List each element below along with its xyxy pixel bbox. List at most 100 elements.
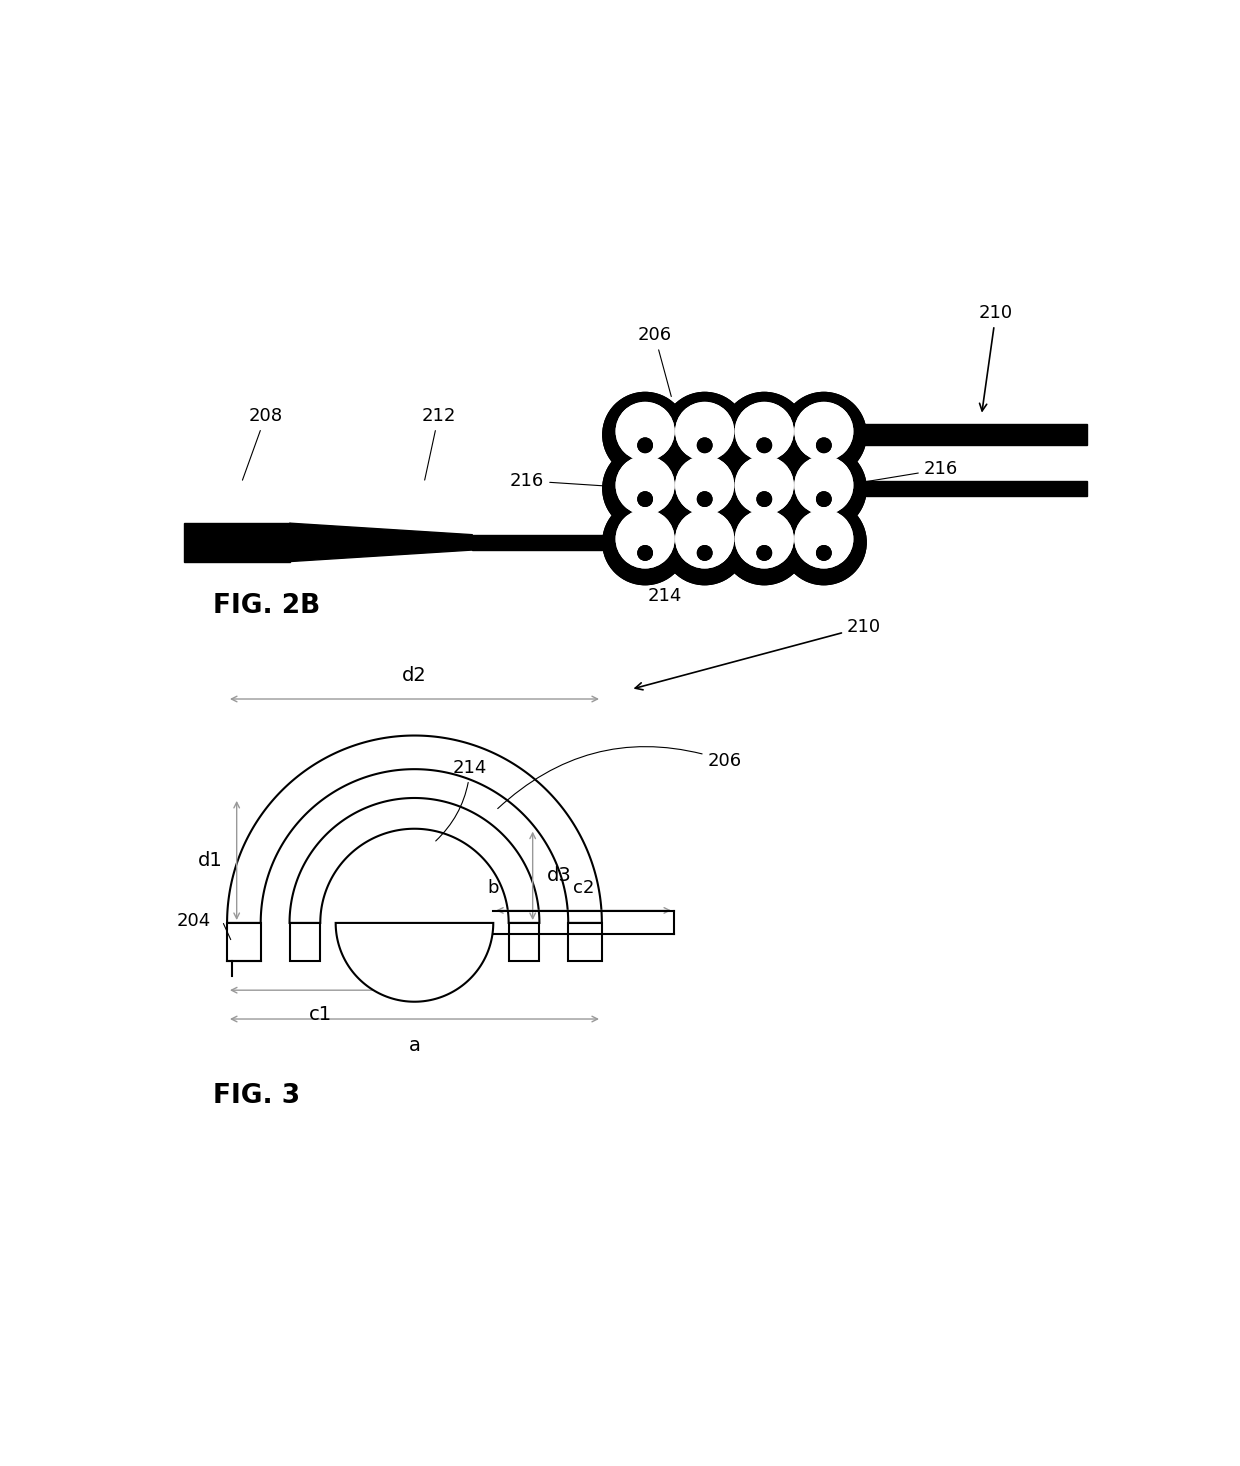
Circle shape [637, 438, 652, 453]
Polygon shape [290, 523, 472, 561]
Circle shape [817, 545, 831, 560]
Circle shape [676, 510, 734, 567]
Text: 208: 208 [243, 408, 283, 481]
Circle shape [781, 393, 866, 476]
Text: 206: 206 [637, 327, 672, 396]
Circle shape [616, 403, 675, 460]
Circle shape [795, 403, 853, 460]
Bar [227, 924, 260, 962]
Circle shape [616, 510, 675, 567]
Circle shape [722, 446, 806, 531]
Circle shape [637, 493, 652, 506]
Text: a: a [408, 1036, 420, 1056]
Bar [568, 924, 601, 962]
Circle shape [817, 493, 831, 506]
Circle shape [817, 493, 831, 506]
Bar [184, 523, 289, 561]
Circle shape [758, 438, 771, 453]
Circle shape [697, 545, 712, 560]
Text: FIG. 3: FIG. 3 [213, 1083, 300, 1108]
Text: d2: d2 [402, 666, 427, 685]
Circle shape [676, 456, 734, 515]
Circle shape [697, 493, 712, 506]
Circle shape [817, 545, 831, 560]
Circle shape [758, 438, 771, 453]
Circle shape [735, 403, 794, 460]
Bar [611, 481, 1087, 496]
Circle shape [735, 456, 794, 515]
Text: 216: 216 [510, 472, 642, 490]
Bar [290, 924, 320, 962]
Circle shape [616, 456, 675, 515]
Circle shape [722, 393, 806, 476]
Circle shape [758, 545, 771, 560]
Circle shape [795, 510, 853, 567]
Circle shape [722, 500, 806, 585]
Text: 210: 210 [978, 305, 1013, 410]
Circle shape [817, 438, 831, 453]
Bar [508, 924, 539, 962]
Circle shape [781, 446, 866, 531]
Circle shape [735, 403, 794, 460]
Text: 212: 212 [422, 408, 455, 479]
Circle shape [795, 456, 853, 515]
Text: 206: 206 [497, 746, 742, 809]
Circle shape [603, 393, 687, 476]
Circle shape [637, 545, 652, 560]
Circle shape [722, 393, 806, 476]
Circle shape [616, 456, 675, 515]
Bar [472, 535, 655, 550]
Circle shape [722, 500, 806, 585]
Circle shape [758, 545, 771, 560]
Circle shape [662, 500, 746, 585]
Circle shape [676, 456, 734, 515]
Text: d1: d1 [197, 850, 222, 869]
Circle shape [697, 438, 712, 453]
Polygon shape [227, 736, 601, 924]
Circle shape [676, 403, 734, 460]
Circle shape [697, 545, 712, 560]
Text: b: b [487, 880, 498, 897]
Bar [849, 424, 1087, 446]
Circle shape [637, 545, 652, 560]
Circle shape [781, 393, 866, 476]
Circle shape [781, 446, 866, 531]
Circle shape [662, 446, 746, 531]
Circle shape [603, 500, 687, 585]
Circle shape [795, 510, 853, 567]
Circle shape [662, 500, 746, 585]
Text: d3: d3 [547, 866, 572, 885]
Circle shape [603, 446, 687, 531]
Text: 210: 210 [635, 619, 882, 690]
Polygon shape [290, 798, 539, 924]
Text: 204: 204 [176, 912, 211, 929]
Circle shape [637, 493, 652, 506]
Circle shape [616, 510, 675, 567]
Text: 214: 214 [646, 545, 682, 604]
Circle shape [735, 456, 794, 515]
Circle shape [662, 393, 746, 476]
Circle shape [758, 493, 771, 506]
Circle shape [817, 438, 831, 453]
Circle shape [676, 510, 734, 567]
Circle shape [637, 438, 652, 453]
Circle shape [697, 493, 712, 506]
Circle shape [603, 446, 687, 531]
Circle shape [676, 403, 734, 460]
Circle shape [662, 446, 746, 531]
Circle shape [795, 403, 853, 460]
Text: c2: c2 [573, 880, 594, 897]
Text: 214: 214 [435, 759, 487, 841]
Circle shape [697, 438, 712, 453]
Polygon shape [336, 924, 494, 1001]
Text: 216: 216 [827, 460, 959, 488]
Circle shape [781, 500, 866, 585]
Text: c1: c1 [309, 1004, 332, 1023]
Circle shape [758, 493, 771, 506]
Circle shape [722, 446, 806, 531]
Circle shape [603, 500, 687, 585]
Text: FIG. 2B: FIG. 2B [213, 592, 320, 619]
Circle shape [603, 393, 687, 476]
Circle shape [662, 393, 746, 476]
Circle shape [795, 456, 853, 515]
